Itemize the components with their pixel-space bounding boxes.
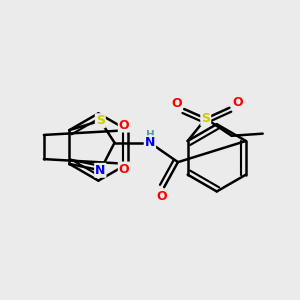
Text: N: N (95, 164, 106, 177)
Text: O: O (119, 118, 129, 131)
Text: O: O (232, 96, 243, 109)
Text: O: O (119, 163, 129, 176)
Text: S: S (201, 112, 210, 125)
Text: O: O (157, 190, 167, 203)
Text: N: N (145, 136, 155, 149)
Text: S: S (96, 114, 105, 127)
Text: H: H (146, 130, 154, 140)
Text: O: O (171, 98, 182, 110)
